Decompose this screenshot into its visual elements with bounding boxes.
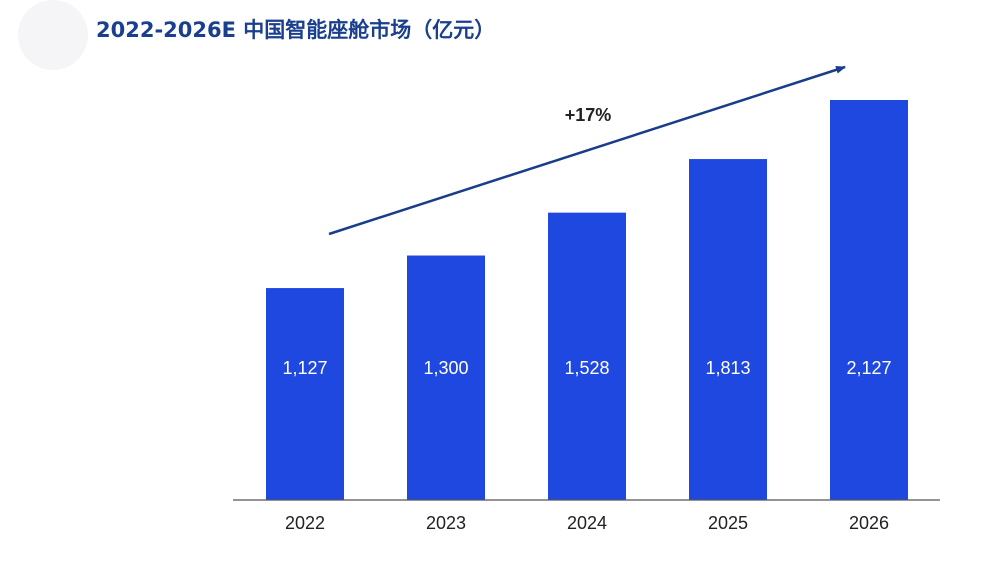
- trend-arrow: [328, 65, 846, 236]
- x-tick-label: 2023: [426, 513, 466, 533]
- bar-2022: [266, 288, 344, 500]
- bar-value-label: 1,127: [282, 358, 327, 378]
- bar-value-label: 2,127: [846, 358, 891, 378]
- bar-2023: [407, 255, 485, 500]
- x-tick-label: 2026: [849, 513, 889, 533]
- bar-2025: [689, 159, 767, 501]
- x-tick-label: 2024: [567, 513, 607, 533]
- growth-annotation: +17%: [565, 105, 612, 125]
- decorative-circle: [18, 0, 88, 70]
- chart-title: 2022-2026E 中国智能座舱市场（亿元）: [96, 18, 496, 42]
- x-tick-label: 2022: [285, 513, 325, 533]
- bar-value-label: 1,813: [705, 358, 750, 378]
- bar-value-label: 1,528: [564, 358, 609, 378]
- x-tick-label: 2025: [708, 513, 748, 533]
- bar-value-label: 1,300: [423, 358, 468, 378]
- bar-2026: [830, 100, 908, 500]
- bar-2024: [548, 212, 626, 501]
